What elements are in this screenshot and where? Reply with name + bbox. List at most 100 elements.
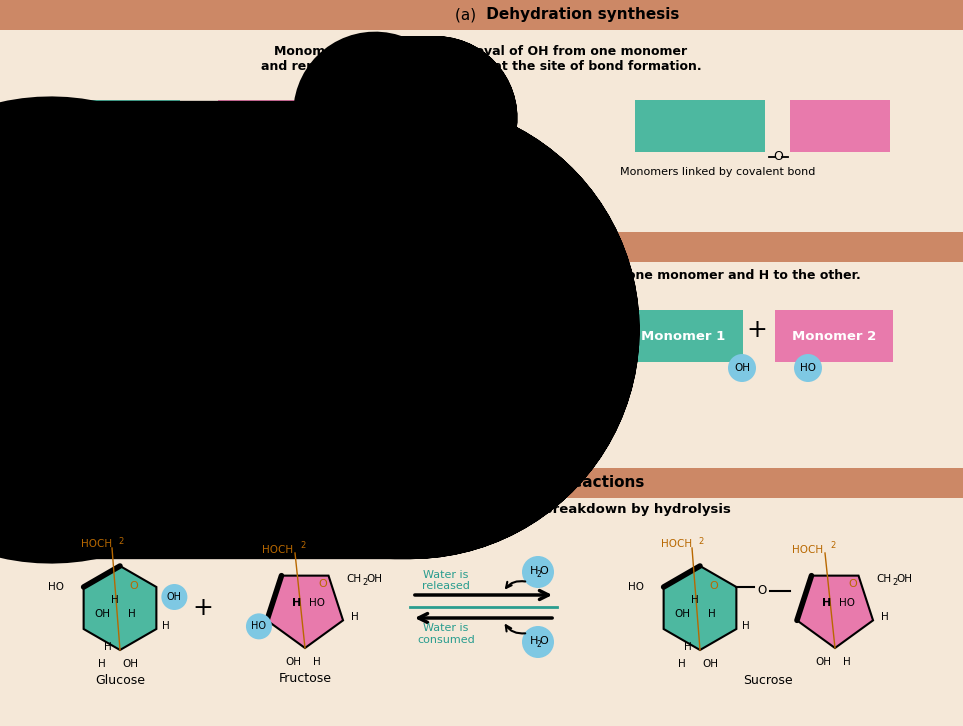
Text: Monomers linked by covalent bond: Monomers linked by covalent bond [620,167,816,177]
Text: 2: 2 [300,542,305,550]
Text: O: O [710,581,718,591]
Text: Dehydration synthesis: Dehydration synthesis [481,7,679,23]
Text: +: + [746,318,768,342]
Text: H: H [98,659,106,669]
Text: HO: HO [628,582,643,592]
Text: H: H [104,642,112,652]
Text: 2: 2 [698,537,703,545]
Bar [623,310,743,362]
Text: Glucose: Glucose [95,674,145,687]
Bar [50,310,175,362]
Circle shape [522,626,554,658]
Text: H: H [351,612,359,622]
Text: Monomer 2: Monomer 2 [241,120,325,133]
Text: OH: OH [702,659,718,669]
Text: Example reactions: Example reactions [481,476,644,491]
Text: Fructose: Fructose [278,672,331,685]
Text: Monomer 1: Monomer 1 [640,330,725,343]
Text: O: O [773,150,783,163]
Text: CH: CH [347,574,362,584]
Text: H: H [691,595,699,605]
Text: Monomer 2: Monomer 2 [792,330,876,343]
Text: O: O [758,584,767,597]
Text: HOCH: HOCH [792,545,823,555]
Text: and removal of H from the other at the site of bond formation.: and removal of H from the other at the s… [261,60,701,73]
Bar [50,100,180,152]
Polygon shape [267,576,343,648]
Text: O: O [319,579,327,589]
Text: H: H [430,81,439,94]
Text: Monomers are released by the addition of a water molecule, adding OH to one mono: Monomers are released by the addition of… [101,269,861,282]
Text: (b): (b) [455,240,481,255]
Text: 2: 2 [362,578,368,587]
Text: O: O [130,581,139,591]
Text: H: H [111,595,118,605]
Text: OH: OH [367,574,382,584]
Text: Sucrose: Sucrose [743,674,793,687]
Text: H: H [128,609,136,619]
Text: 2: 2 [830,542,835,550]
Bar [198,310,313,362]
Text: 2: 2 [118,537,123,545]
Text: O: O [539,637,548,646]
Text: released: released [422,581,470,591]
Text: HOCH: HOCH [81,539,112,549]
Text: 2: 2 [536,570,541,579]
Bar [790,100,890,152]
Bar [218,100,348,152]
Circle shape [794,354,822,382]
Text: HO: HO [800,363,816,373]
Text: HOCH: HOCH [262,545,293,555]
Polygon shape [664,566,737,650]
Text: OH: OH [734,363,750,373]
Text: H: H [530,566,538,576]
Text: 2: 2 [893,578,898,587]
Text: H: H [742,621,750,631]
Text: Hydrolysis: Hydrolysis [481,240,576,255]
Text: Dehydration synthesis of sucrose and its breakdown by hydrolysis: Dehydration synthesis of sucrose and its… [231,504,731,516]
Text: HO: HO [309,598,325,608]
Text: OH: OH [122,659,138,669]
Text: H: H [530,637,538,646]
Text: OH: OH [897,574,913,584]
Text: OH: OH [167,592,182,602]
Bar [0,468,963,498]
Text: Water is: Water is [424,623,469,633]
Text: H: H [844,657,851,667]
Text: H: H [313,657,321,667]
Text: Monomer 1: Monomer 1 [73,120,157,133]
Bar [0,232,963,262]
Text: H: H [678,659,686,669]
Bar [775,310,893,362]
Text: +: + [190,108,211,132]
Circle shape [246,613,272,640]
Text: consumed: consumed [417,635,475,645]
Text: Monomers are joined by removal of OH from one monomer: Monomers are joined by removal of OH fro… [274,46,688,59]
Text: OH: OH [94,609,110,619]
Text: HO: HO [205,153,221,163]
Text: H: H [435,292,444,304]
Text: H: H [293,598,301,608]
Text: O: O [539,566,548,576]
Text: H: H [822,598,832,608]
Text: OH: OH [674,609,690,619]
Circle shape [162,584,188,610]
Text: HO: HO [251,621,267,632]
Text: O: O [848,579,857,589]
Bar [0,0,963,30]
Text: O: O [182,361,192,373]
Text: HO: HO [47,582,64,592]
Text: OH: OH [144,153,160,163]
Text: Monomers linked by covalent bond: Monomers linked by covalent bond [50,380,246,390]
Text: O: O [438,81,449,94]
Text: 2: 2 [440,295,445,304]
Text: Water is: Water is [424,570,469,580]
Text: O: O [444,292,454,304]
Bar [635,100,765,152]
Circle shape [138,144,166,172]
Polygon shape [797,576,873,648]
Text: H: H [708,609,716,619]
Text: H: H [684,642,691,652]
Text: HO: HO [839,598,855,608]
Text: H: H [163,621,170,631]
